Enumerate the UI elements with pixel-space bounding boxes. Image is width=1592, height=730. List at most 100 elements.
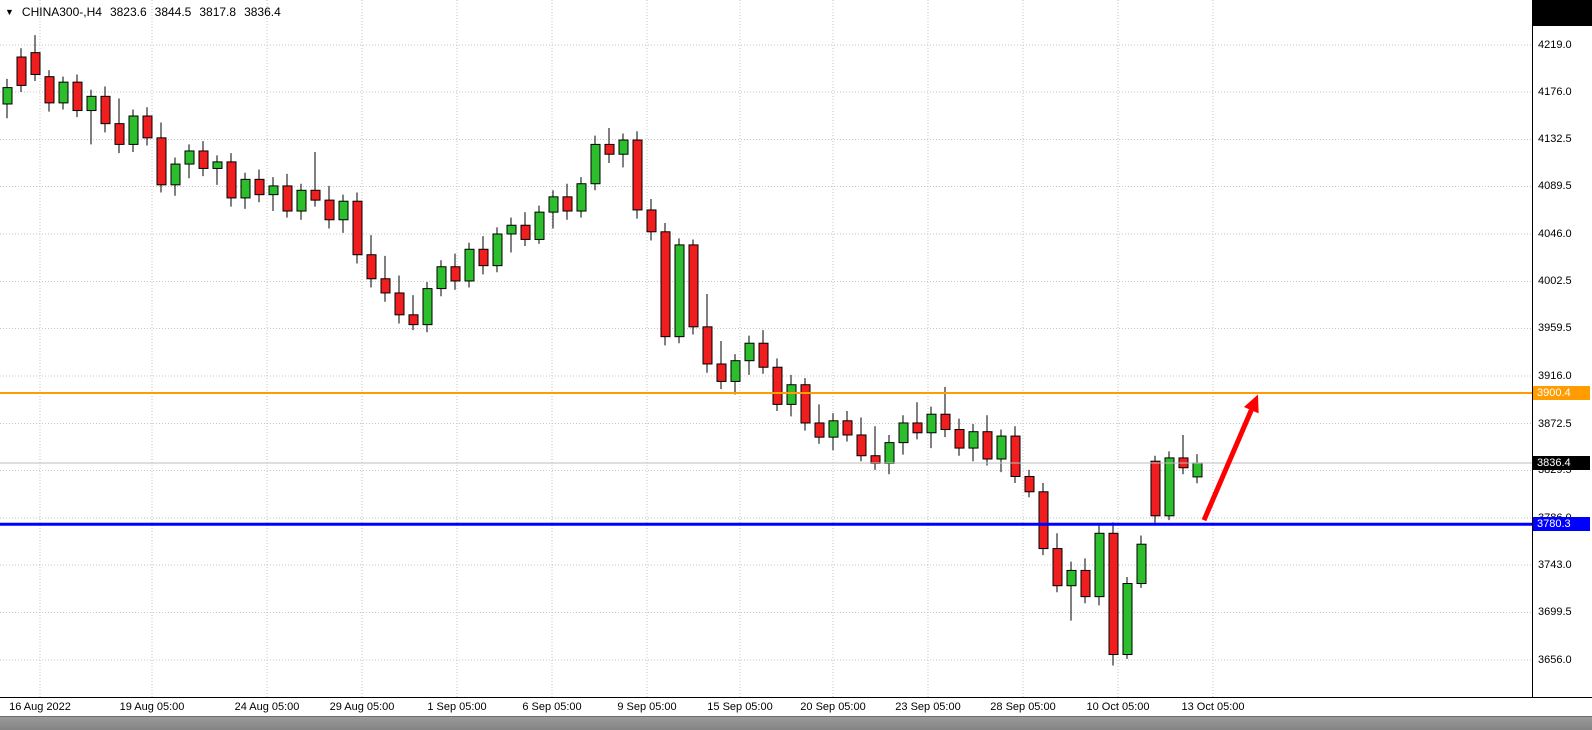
price-axis-label: 3656.0 xyxy=(1538,654,1572,666)
candle xyxy=(436,260,447,297)
time-axis-label: 29 Aug 05:00 xyxy=(329,701,395,713)
price-axis-label: 3916.0 xyxy=(1538,369,1572,382)
time-axis-label: 20 Sep 05:00 xyxy=(800,701,866,713)
resistance-line-price-badge: 3900.4 xyxy=(1533,386,1590,401)
candle xyxy=(506,217,517,253)
time-axis-label: 1 Sep 05:00 xyxy=(427,701,487,713)
candle xyxy=(674,238,685,344)
price-axis-label: 3872.5 xyxy=(1538,417,1572,430)
candle xyxy=(296,183,307,220)
candle xyxy=(1178,434,1189,475)
window-bottom-strip xyxy=(0,716,1592,730)
candle xyxy=(730,354,741,395)
candle xyxy=(758,330,769,374)
symbol-dropdown-icon[interactable]: ▼ xyxy=(5,7,14,17)
candle xyxy=(982,415,993,466)
candle xyxy=(1010,426,1021,484)
candle xyxy=(464,242,475,288)
candle xyxy=(86,89,97,145)
candle xyxy=(520,212,531,246)
candle xyxy=(996,429,1007,473)
candle xyxy=(1108,522,1119,666)
candle xyxy=(1164,451,1175,521)
time-axis-label: 24 Aug 05:00 xyxy=(234,701,300,713)
candle xyxy=(492,227,503,273)
price-axis-label: 4219.0 xyxy=(1538,39,1572,51)
candle xyxy=(1094,525,1105,606)
candle xyxy=(1066,561,1077,621)
candle xyxy=(1122,576,1133,659)
candle xyxy=(198,141,209,177)
candle xyxy=(940,386,951,438)
candle xyxy=(646,199,657,241)
quote-close: 3836.4 xyxy=(244,5,281,19)
candle xyxy=(842,410,853,442)
candle xyxy=(1052,533,1063,593)
time-axis-label: 16 Aug 2022 xyxy=(9,701,71,713)
candle xyxy=(142,107,153,146)
candle xyxy=(100,86,111,133)
price-axis-label: 4089.5 xyxy=(1538,180,1572,193)
candle xyxy=(688,239,699,335)
candle xyxy=(282,173,293,218)
candle xyxy=(898,415,909,455)
candle xyxy=(772,358,783,411)
candle xyxy=(170,157,181,196)
chart-plot-area[interactable]: ▼ CHINA300-,H4 3823.6 3844.5 3817.8 3836… xyxy=(0,0,1532,697)
quote-bar: ▼ CHINA300-,H4 3823.6 3844.5 3817.8 3836… xyxy=(5,5,281,19)
price-axis-label: 3743.0 xyxy=(1538,558,1572,571)
candle xyxy=(338,194,349,233)
quote-high: 3844.5 xyxy=(154,5,192,19)
candle xyxy=(1038,483,1049,556)
time-axis-label: 9 Sep 05:00 xyxy=(617,701,677,713)
price-axis-label: 4046.0 xyxy=(1538,227,1572,240)
time-axis[interactable]: 16 Aug 2022 19 Aug 05:00 24 Aug 05:00 29 Au… xyxy=(0,697,1592,716)
candle xyxy=(744,335,755,375)
price-axis-label: 4132.5 xyxy=(1538,133,1572,146)
quote-open: 3823.6 xyxy=(109,5,147,19)
candle xyxy=(926,406,937,449)
candle xyxy=(702,294,713,373)
candle xyxy=(16,48,27,92)
candle xyxy=(366,235,377,288)
price-axis-label: 3699.5 xyxy=(1538,606,1572,619)
candle xyxy=(912,402,923,440)
candle xyxy=(618,133,629,168)
candle xyxy=(1150,455,1161,525)
candle xyxy=(240,172,251,209)
candle xyxy=(72,74,83,118)
candle xyxy=(44,70,55,112)
candle xyxy=(562,183,573,220)
candle xyxy=(114,98,125,154)
candle xyxy=(576,177,587,218)
candle xyxy=(310,152,321,207)
candle xyxy=(226,153,237,207)
quote-low: 3817.8 xyxy=(199,5,237,19)
candle xyxy=(716,341,727,390)
candle xyxy=(968,424,979,462)
candle xyxy=(184,144,195,179)
candle xyxy=(1192,454,1203,484)
price-axis-label: 3959.5 xyxy=(1538,322,1572,335)
candle xyxy=(2,78,13,119)
time-axis-label: 10 Oct 05:00 xyxy=(1086,701,1150,713)
candle xyxy=(660,223,671,346)
candle xyxy=(856,417,867,462)
candle xyxy=(548,190,559,229)
axis-corner-box xyxy=(1532,0,1592,26)
candle xyxy=(394,275,405,324)
current-price-line-price-badge: 3836.4 xyxy=(1533,455,1590,470)
price-axis[interactable]: 4219.0 4176.0 4132.5 4089.5 4046.0 4002.5 3959… xyxy=(1532,0,1592,697)
candlestick-chart[interactable] xyxy=(0,0,1532,697)
candle xyxy=(268,177,279,212)
candles xyxy=(2,35,1203,666)
candle xyxy=(786,374,797,417)
candle xyxy=(450,253,461,290)
bullish-projection-arrow[interactable] xyxy=(1201,394,1259,522)
time-axis-label: 23 Sep 05:00 xyxy=(895,701,961,713)
candle xyxy=(534,205,545,244)
support-line-price-badge: 3780.3 xyxy=(1533,517,1590,532)
time-axis-label: 19 Aug 05:00 xyxy=(119,701,185,713)
candle xyxy=(1024,469,1035,498)
